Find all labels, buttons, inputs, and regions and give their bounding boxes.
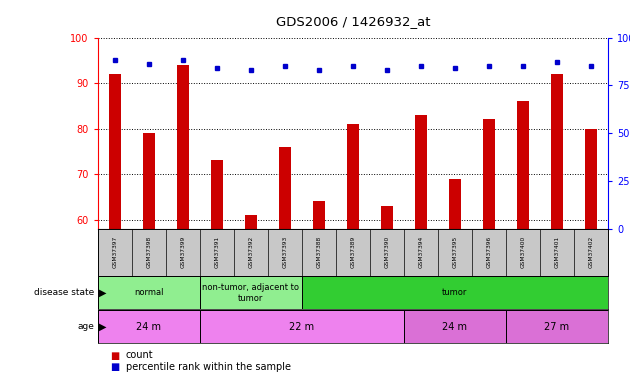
Bar	[313, 201, 324, 229]
Text: ■: ■	[110, 351, 120, 360]
Text: GSM37394: GSM37394	[418, 236, 423, 268]
Text: non-tumor, adjacent to
tumor: non-tumor, adjacent to tumor	[202, 283, 299, 303]
Bar	[177, 65, 188, 229]
Text: GSM37398: GSM37398	[146, 236, 151, 268]
Text: 22 m: 22 m	[289, 322, 314, 332]
Text: GSM37399: GSM37399	[180, 236, 185, 268]
Bar	[143, 133, 154, 229]
Bar	[404, 310, 506, 343]
Bar	[483, 120, 495, 229]
Text: GSM37390: GSM37390	[384, 236, 389, 268]
Text: GSM37401: GSM37401	[554, 236, 559, 268]
Text: GSM37388: GSM37388	[316, 236, 321, 268]
Text: GSM37396: GSM37396	[486, 236, 491, 268]
Text: ■: ■	[110, 362, 120, 372]
Text: age: age	[77, 322, 94, 331]
Bar	[585, 129, 597, 229]
Text: GSM37400: GSM37400	[520, 236, 525, 268]
Bar	[245, 215, 256, 229]
Text: GSM37389: GSM37389	[350, 236, 355, 268]
Bar	[279, 147, 290, 229]
Text: GSM37395: GSM37395	[452, 236, 457, 268]
Bar	[200, 276, 302, 309]
Text: GSM37402: GSM37402	[588, 236, 593, 268]
Text: 24 m: 24 m	[136, 322, 161, 332]
Bar	[211, 160, 222, 229]
Text: tumor: tumor	[442, 288, 467, 297]
Bar	[200, 310, 404, 343]
Text: normal: normal	[134, 288, 163, 297]
Bar	[98, 310, 200, 343]
Bar	[302, 276, 608, 309]
Bar	[551, 74, 563, 229]
Text: percentile rank within the sample: percentile rank within the sample	[126, 362, 291, 372]
Bar	[381, 206, 392, 229]
Text: GSM37392: GSM37392	[248, 236, 253, 268]
Text: 24 m: 24 m	[442, 322, 467, 332]
Text: ▶: ▶	[99, 288, 106, 298]
Text: GSM37393: GSM37393	[282, 236, 287, 268]
Bar	[517, 101, 529, 229]
Text: GDS2006 / 1426932_at: GDS2006 / 1426932_at	[275, 15, 430, 28]
Text: count: count	[126, 351, 154, 360]
Text: GSM37397: GSM37397	[112, 236, 117, 268]
Bar	[415, 115, 427, 229]
Text: ▶: ▶	[99, 322, 106, 332]
Text: disease state: disease state	[34, 288, 94, 297]
Text: GSM37391: GSM37391	[214, 236, 219, 268]
Text: 27 m: 27 m	[544, 322, 570, 332]
Bar	[506, 310, 608, 343]
Bar	[98, 276, 200, 309]
Bar	[109, 74, 120, 229]
Bar	[449, 178, 461, 229]
Bar	[347, 124, 358, 229]
